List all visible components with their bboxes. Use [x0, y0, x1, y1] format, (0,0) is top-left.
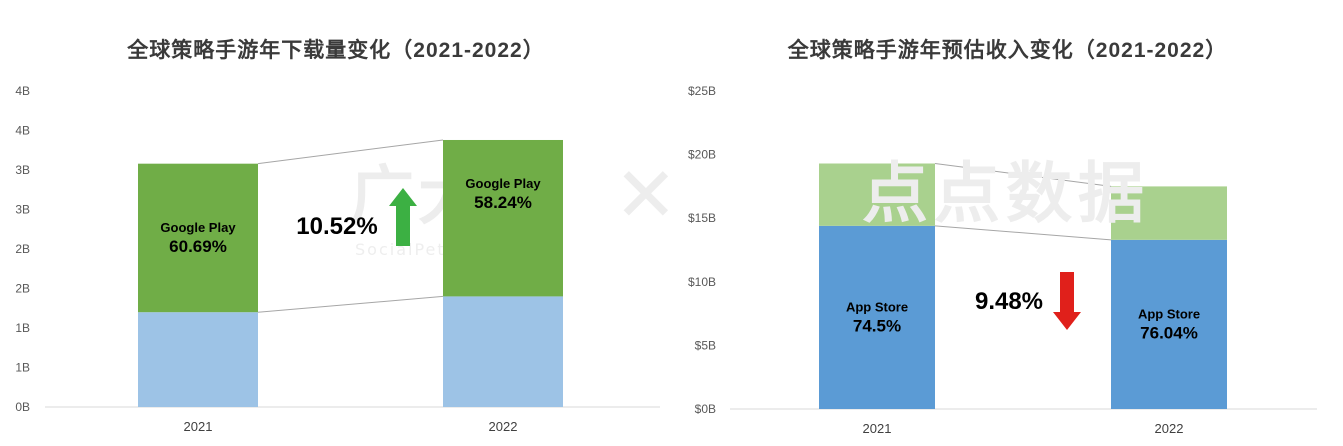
arrow-down-icon: [1053, 272, 1081, 330]
connector-line-bottom: [934, 225, 1112, 241]
bar-segment-2022-1: [1111, 239, 1227, 409]
y-tick-label: 0B: [15, 400, 30, 414]
y-tick-label: $25B: [688, 84, 716, 98]
arrow-up-icon: [389, 188, 417, 246]
segment-label-percent: 60.69%: [169, 237, 227, 256]
x-tick-label: 2022: [1155, 421, 1184, 436]
y-tick-label: 2B: [15, 242, 30, 256]
change-percent-label: 9.48%: [975, 288, 1043, 315]
y-tick-label: $20B: [688, 148, 716, 162]
segment-label-percent: 58.24%: [474, 193, 532, 212]
y-tick-label: 1B: [15, 361, 30, 375]
revenue-chart-panel: 全球策略手游年预估收入变化（2021-2022） $0B $5B $10B $15B $…: [672, 0, 1343, 446]
x-tick-label: 2021: [863, 421, 892, 436]
segment-label-percent: 76.04%: [1140, 323, 1198, 342]
watermark-diandian: 点点数据: [862, 155, 1150, 232]
downloads-chart-title: 全球策略手游年下载量变化（2021-2022）: [127, 39, 545, 62]
revenue-chart-title: 全球策略手游年预估收入变化（2021-2022）: [787, 39, 1228, 62]
bar-segment-2021-1: [138, 312, 258, 407]
y-tick-label: 1B: [15, 321, 30, 335]
bar-segment-2021-2: [138, 163, 258, 313]
x-tick-label: 2022: [489, 419, 518, 434]
y-tick-label: $5B: [695, 338, 716, 352]
segment-label-name: App Store: [846, 299, 908, 314]
y-tick-label: $15B: [688, 211, 716, 225]
connector-line-top: [934, 163, 1112, 187]
segment-label-percent: 74.5%: [853, 316, 901, 335]
y-tick-label: 2B: [15, 282, 30, 296]
change-percent-label: 10.52%: [296, 213, 377, 240]
downloads-chart-svg: 0B 1B 1B 2B 2B 3B 3B 4B 4B 2021 Google Play 60.69% 2…: [15, 84, 660, 434]
x-tick-label: 2021: [184, 419, 213, 434]
y-tick-label: $0B: [695, 402, 716, 416]
bar-segment-2022-2: [1111, 186, 1227, 240]
segment-label-name: Google Play: [160, 220, 236, 235]
bar-segment-2022-1: [443, 296, 563, 407]
downloads-chart-panel: 广大大 SocialPeta 中国站 全球策略手游年下载量变化（2021-202…: [15, 39, 660, 434]
bar-segment-2022-2: [443, 139, 563, 297]
bar-segment-2021-2: [819, 163, 935, 226]
revenue-chart-svg: $0B $5B $10B $15B $20B $25B 2021 App Store 74.5%…: [688, 84, 1317, 436]
y-tick-label: $10B: [688, 275, 716, 289]
y-tick-label: 4B: [15, 84, 30, 98]
connector-line-top: [257, 139, 444, 165]
segment-label-name: Google Play: [465, 176, 541, 191]
y-tick-label: 3B: [15, 203, 30, 217]
segment-label-name: App Store: [1138, 306, 1200, 321]
connector-line-bottom: [257, 295, 444, 313]
bar-segment-2021-1: [819, 225, 935, 409]
y-tick-label: 4B: [15, 124, 30, 138]
y-tick-label: 3B: [15, 163, 30, 177]
watermark-cross-icon: ✕: [614, 150, 678, 239]
